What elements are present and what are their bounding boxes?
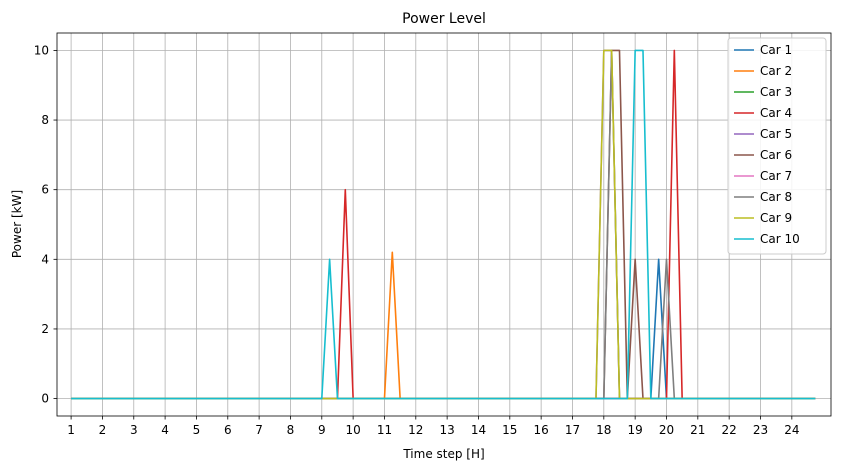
x-tick-label: 6 — [224, 423, 232, 437]
x-tick-label: 5 — [193, 423, 201, 437]
x-tick-label: 14 — [471, 423, 486, 437]
x-tick-label: 21 — [690, 423, 705, 437]
x-tick-label: 1 — [67, 423, 75, 437]
chart-title: Power Level — [402, 11, 486, 27]
x-tick-label: 2 — [99, 423, 107, 437]
x-tick-label: 15 — [502, 423, 517, 437]
legend-label: Car 5 — [760, 127, 792, 141]
x-tick-label: 20 — [659, 423, 674, 437]
x-tick-label: 13 — [439, 423, 454, 437]
y-tick-label: 6 — [41, 183, 49, 197]
x-tick-label: 22 — [722, 423, 737, 437]
legend: Car 1 Car 2 Car 3 Car 4 Car 5 Car 6 Car 7 Car 8… — [727, 37, 827, 255]
series-line-car-10 — [71, 49, 816, 400]
legend-label: Car 2 — [760, 64, 792, 78]
y-tick-label: 8 — [41, 113, 49, 127]
x-tick-label: 9 — [318, 423, 326, 437]
legend-label: Car 7 — [760, 169, 792, 183]
x-tick-label: 12 — [408, 423, 423, 437]
axes-frame — [56, 32, 832, 417]
legend-label: Car 10 — [760, 232, 800, 246]
x-tick-label: 7 — [255, 423, 263, 437]
y-tick-label: 10 — [34, 43, 49, 57]
x-tick-label: 10 — [345, 423, 360, 437]
x-tick-label: 23 — [753, 423, 768, 437]
legend-label: Car 1 — [760, 43, 792, 57]
x-tick-label: 11 — [377, 423, 392, 437]
legend-label: Car 8 — [760, 190, 792, 204]
y-tick-label: 4 — [41, 252, 49, 266]
x-tick-label: 8 — [287, 423, 295, 437]
axes: 1 2 3 4 5 6 7 8 9 10 11 12 13 14 15 16 17 18 19 20 21 22 23 240… — [34, 32, 832, 437]
legend-label: Car 4 — [760, 106, 792, 120]
x-tick-label: 19 — [628, 423, 643, 437]
y-axis-label: Power [kW] — [10, 190, 24, 258]
x-tick-label: 16 — [534, 423, 549, 437]
x-tick-label: 24 — [784, 423, 799, 437]
y-tick-label: 0 — [41, 392, 49, 406]
legend-label: Car 3 — [760, 85, 792, 99]
x-tick-label: 18 — [596, 423, 611, 437]
legend-label: Car 6 — [760, 148, 792, 162]
plot-area — [71, 49, 816, 400]
legend-label: Car 9 — [760, 211, 792, 225]
x-tick-label: 17 — [565, 423, 580, 437]
x-tick-label: 4 — [161, 423, 169, 437]
x-axis-label: Time step [H] — [402, 447, 484, 461]
y-tick-label: 2 — [41, 322, 49, 336]
x-tick-label: 3 — [130, 423, 138, 437]
